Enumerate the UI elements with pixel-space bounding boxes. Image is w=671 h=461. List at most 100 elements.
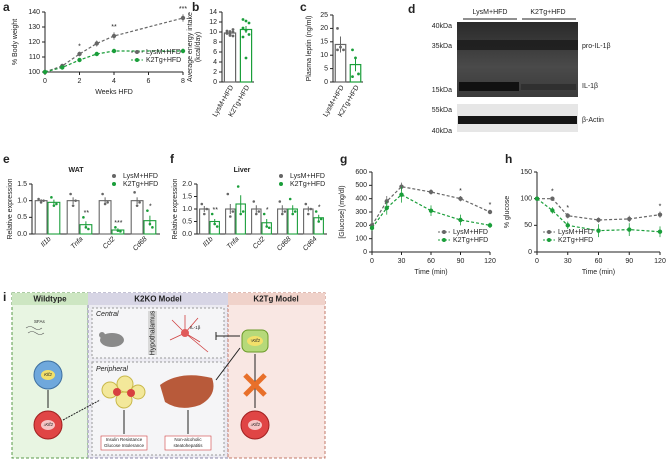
data-point [74,199,77,202]
x-tick-label: Ccl2 [252,236,267,251]
point [180,48,186,54]
y-axis-label: Relative expression [172,178,179,239]
data-point [267,226,271,230]
y-tick-label: 0 [213,79,217,86]
stimulus-label: SFAs [34,319,46,324]
panel-letter: h [505,152,512,166]
data-point [42,199,45,202]
gene-label: ↑Klf2 [250,338,261,343]
data-point [103,202,107,206]
data-point [236,185,240,188]
legend-marker [112,174,116,178]
data-point [304,202,308,206]
x-tick-label: Cd68 [132,236,149,253]
chart-title: WAT [68,167,84,174]
y-axis-label: [Glucose] (mg/dl) [339,185,346,238]
column-title: K2Tg Model [253,295,298,304]
significance: ** [84,210,90,217]
blot-band [521,84,576,90]
x-tick-label: 30 [398,258,406,265]
data-point [151,226,154,229]
point [458,217,463,223]
data-point [307,212,310,216]
data-point [231,34,235,38]
data-point [52,204,56,207]
column-title: Wildtype [33,295,67,304]
data-point [319,217,323,221]
point [384,205,389,211]
legend-marker [547,230,551,234]
data-point [138,201,141,204]
y-tick-label: 0 [324,79,328,86]
significance: ** [111,24,117,31]
mouse-icon [100,333,124,347]
nucleus [248,420,262,430]
legend-label: LysM+HFD [290,173,325,180]
point [627,227,632,232]
point [428,189,434,195]
x-axis-label: Time (min) [414,269,447,276]
legend-marker [135,58,139,62]
bar [98,200,112,235]
nucleus [247,336,263,346]
data-point [71,204,75,207]
point [596,228,601,233]
legend-marker [442,238,446,242]
point [458,196,463,201]
significance: * [149,204,152,211]
y-tick-label: 6 [213,49,217,56]
x-tick-label: Il1b [202,236,215,249]
point [60,65,65,70]
cytokine-label: IL-1β [190,325,201,330]
y-tick-label: 120 [28,39,40,46]
point [77,51,82,57]
y-tick-label: 0.0 [17,231,27,238]
x-tick-label: 60 [595,258,603,265]
outcome-box [164,435,212,451]
data-point [339,45,342,49]
diagram-panel: i Wildtype K2KO Model K2Tg Model Central… [3,290,326,459]
data-point [281,212,284,216]
data-point [225,32,229,35]
y-tick-label: 0 [528,249,532,256]
data-point [146,209,149,212]
point [657,212,663,217]
blot-band [457,40,578,50]
legend-marker [442,230,446,234]
block-mark [243,373,267,397]
legend-label: K2Tg+HFD [146,57,181,64]
legend-label: K2Tg+HFD [558,237,593,244]
significance: * [489,202,492,209]
point [487,209,493,215]
x-tick-label: 120 [484,258,496,265]
data-point [101,192,104,196]
y-tick-label: 300 [355,209,367,216]
data-point [291,212,295,216]
x-tick-label: 8 [181,78,185,85]
y-tick-label: 0.5 [182,218,192,225]
data-point [241,26,245,30]
x-tick-label: 0 [43,78,47,85]
band-label: β-Actin [582,117,604,124]
point [550,208,555,213]
column-header [12,293,88,305]
column-bg [227,292,326,459]
x-tick-label: 30 [564,258,572,265]
y-tick-label: 150 [520,169,532,176]
nucleus [41,370,55,380]
data-point [50,196,53,199]
y-tick-label: 130 [28,24,40,31]
y-tick-label: 400 [355,196,367,203]
y-tick-label: 600 [355,169,367,176]
y-tick-label: 25 [320,12,328,19]
nucleus [41,420,55,430]
panel-letter: c [300,0,307,14]
box-title: Peripheral [96,366,128,373]
y-axis-label: % Body weight [12,19,19,65]
marker-label: 40kDa [432,23,452,30]
x-tick-label: Cd68 [276,236,293,253]
data-point [225,29,229,33]
data-point [116,229,120,232]
point [77,57,82,63]
x-tick-label: Ccl2 [102,236,117,251]
